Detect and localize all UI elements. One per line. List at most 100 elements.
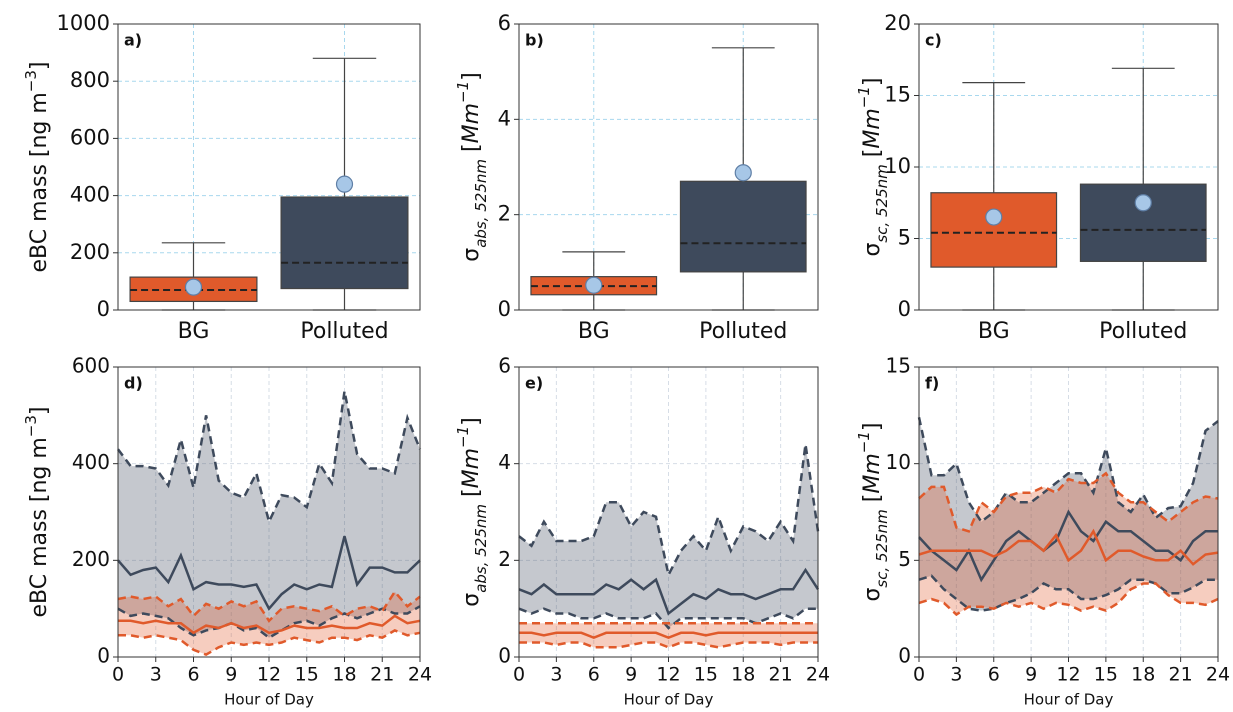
y-tick-label: 0 [97,644,110,668]
percentile-line [518,444,820,579]
percentile-line [918,471,1219,533]
y-tick-label: 400 [70,183,110,207]
x-tick-label: 3 [550,664,562,686]
mean-marker [585,276,603,294]
x-tick-label: 15 [295,664,319,686]
x-tick-label: 9 [1025,664,1037,686]
y-axis-label: eBC mass [ng m−3] [22,61,53,272]
x-tick-label: 21 [769,664,793,686]
mean-marker [335,175,354,193]
y-tick-label: 800 [70,68,110,92]
y-axis-label-part: eBC mass [ng m [27,92,52,272]
y-tick-label: 0 [498,297,511,321]
median-line [117,535,421,611]
y-axis-label-part: eBC mass [ng m [27,437,52,617]
y-tick-label: 5 [898,547,911,571]
band-area [519,444,818,628]
y-axis-label-part: [ [860,494,885,510]
y-tick-label: 200 [70,240,110,264]
x-tick-label: 0 [513,664,525,686]
x-tick-label: Polluted [699,319,787,344]
x-tick-label: BG [578,319,610,344]
panel-label: d) [124,374,143,393]
y-axis-label-part: Mm [459,103,484,143]
median-line [918,528,1219,566]
x-tick-label: 9 [225,664,237,686]
y-tick-label: 600 [70,125,110,149]
y-tick-label: 20 [884,11,911,35]
x-tick-label: 18 [332,664,356,686]
y-axis-label-part: σ [860,243,885,257]
band-area [118,591,420,655]
y-tick-label: 6 [498,354,511,378]
percentile-line [518,607,818,630]
y-axis-label-part: −1 [855,86,873,108]
y-axis-label-part: abs, 525nm [472,504,490,593]
y-axis-label-part: ] [459,417,484,426]
percentile-line [117,605,421,640]
panel-label: c) [925,31,942,50]
x-tick-label: 12 [257,664,281,686]
plot-frame [518,23,819,311]
y-axis-label-part: −1 [454,81,472,103]
y-axis-label: eBC mass [ng m−3] [22,406,53,617]
x-tick-label: 3 [150,664,162,686]
y-axis-label-part: sc, 525nm [873,509,891,587]
y-axis-label-part: sc, 525nm [873,164,891,242]
percentile-line [116,390,422,526]
y-axis-label-part: −1 [855,431,873,453]
x-tick-label: BG [978,319,1010,344]
x-tick-label: 0 [913,664,925,686]
box [679,180,807,273]
x-tick-label: 6 [988,664,1000,686]
y-tick-label: 4 [498,106,511,130]
y-tick-label: 600 [72,354,110,378]
mean-marker [1134,194,1152,212]
y-tick-label: 400 [72,450,110,474]
x-tick-label: Polluted [1099,319,1187,344]
plot-frame [518,366,819,658]
y-tick-label: 0 [97,297,110,321]
band-area [118,391,420,638]
panel-label: f) [925,374,939,393]
y-tick-label: 200 [72,547,110,571]
percentile-line [918,574,1218,612]
x-tick-label: 12 [656,664,680,686]
median-line [118,614,421,635]
y-axis-label-part: Mm [860,453,885,493]
y-tick-label: 15 [884,83,911,107]
y-tick-label: 0 [898,297,911,321]
percentile-line [917,417,1219,524]
plot-frame [918,366,1219,658]
x-tick-label: 3 [950,664,962,686]
box [930,192,1058,268]
y-axis-label-part: Mm [459,448,484,488]
percentile-line [918,582,1219,617]
y-tick-label: 10 [886,450,911,474]
y-axis-label: σabs, 525nm [Mm−1] [454,72,490,262]
percentile-line [118,629,421,656]
y-tick-label: 4 [498,450,511,474]
panel-label: b) [525,31,544,50]
y-axis-label-part: ] [860,77,885,86]
y-axis-label-part: [ [459,143,484,159]
y-axis-label: σabs, 525nm [Mm−1] [454,417,490,607]
y-tick-label: 5 [898,226,911,250]
y-axis-label-part: −3 [22,415,40,437]
x-tick-label: 6 [588,664,600,686]
percentile-line [519,641,818,649]
x-tick-label: 18 [1131,664,1155,686]
x-tick-label: 15 [1094,664,1118,686]
mean-marker [985,208,1003,226]
y-axis-label-part: ] [27,406,52,415]
x-tick-label: 9 [625,664,637,686]
plot-frame [117,23,421,311]
y-axis-label-part: ] [27,61,52,70]
y-tick-label: 2 [498,547,511,571]
box [280,196,409,290]
x-tick-label: BG [178,319,210,344]
x-tick-label: Polluted [300,319,388,344]
y-axis-label-part: σ [860,588,885,602]
plot-frame [918,23,1219,311]
